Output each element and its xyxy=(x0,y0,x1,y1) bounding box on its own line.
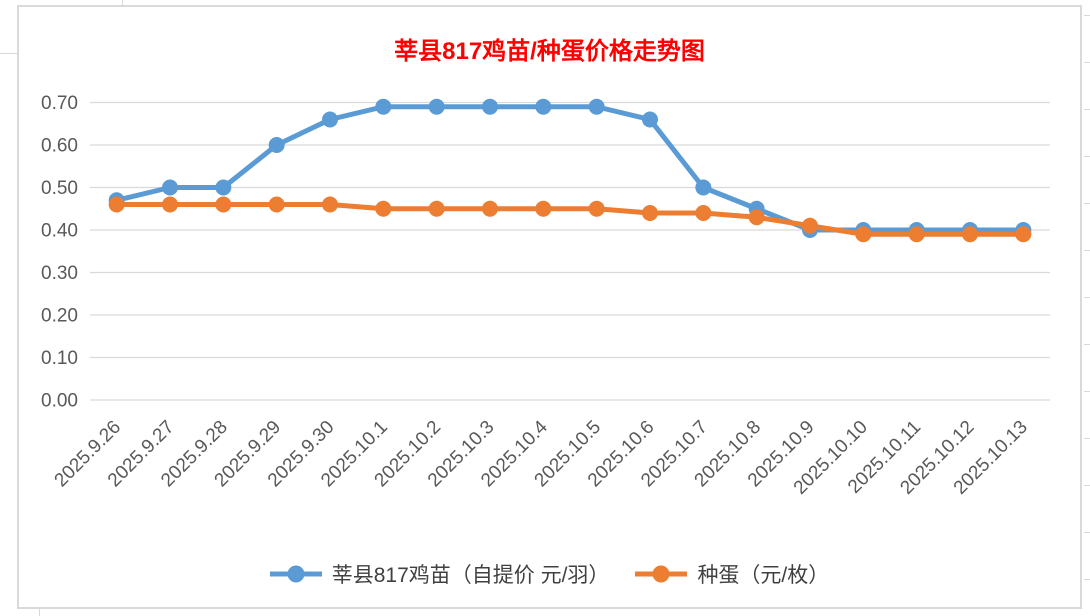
legend-marker-orange-line-icon xyxy=(635,565,688,583)
legend-marker-blue-line-icon xyxy=(269,565,322,583)
data-point-marker[interactable] xyxy=(482,200,498,217)
data-point-marker[interactable] xyxy=(428,200,445,217)
data-point-marker[interactable] xyxy=(748,209,765,226)
spreadsheet-gridline xyxy=(1084,391,1090,392)
data-point-marker[interactable] xyxy=(1015,226,1032,243)
data-point-marker[interactable] xyxy=(268,137,285,153)
chart-legend: 莘县817鸡苗（自提价 元/羽） 种蛋（元/枚） xyxy=(19,556,1080,592)
y-axis-tick-label: 0.20 xyxy=(41,306,78,327)
data-point-marker[interactable] xyxy=(482,98,498,115)
data-point-marker[interactable] xyxy=(375,98,392,115)
spreadsheet-gridline xyxy=(1084,62,1090,63)
data-point-marker[interactable] xyxy=(908,226,925,243)
spreadsheet-gridline xyxy=(1084,344,1090,345)
y-axis-tick-label: 0.30 xyxy=(41,263,78,284)
data-point-marker[interactable] xyxy=(535,200,552,217)
y-axis-tick-label: 0.10 xyxy=(41,348,78,369)
spreadsheet-gridline xyxy=(1084,250,1090,251)
chart-title: 莘县817鸡苗/种蛋价格走势图 xyxy=(394,38,705,65)
spreadsheet-gridline xyxy=(1084,15,1090,16)
y-axis-tick-label: 0.60 xyxy=(41,136,78,157)
spreadsheet-gridline xyxy=(122,0,123,5)
data-point-marker[interactable] xyxy=(428,98,445,115)
spreadsheet-gridline xyxy=(1084,438,1090,439)
data-point-marker[interactable] xyxy=(588,98,605,115)
y-axis-tick-label: 0.70 xyxy=(41,93,78,114)
data-point-marker[interactable] xyxy=(322,196,338,213)
spreadsheet-gridline xyxy=(1084,203,1090,204)
spreadsheet-gridline xyxy=(1084,485,1090,486)
data-point-marker[interactable] xyxy=(108,196,125,213)
data-point-marker[interactable] xyxy=(268,196,285,213)
y-axis-tick-label: 0.40 xyxy=(41,221,78,242)
spreadsheet-gridline xyxy=(1084,297,1090,298)
spreadsheet-gridline xyxy=(1084,109,1090,110)
series-line-1[interactable] xyxy=(114,202,1026,237)
spreadsheet-gridline xyxy=(1084,532,1090,533)
data-point-marker[interactable] xyxy=(588,200,605,217)
y-axis-tick-label: 0.00 xyxy=(41,391,78,412)
data-point-marker[interactable] xyxy=(215,196,232,213)
data-point-marker[interactable] xyxy=(215,179,232,196)
y-axis-tick-label: 0.50 xyxy=(41,178,78,199)
chart-plot-area: 0.000.100.200.300.400.500.600.702025.9.2… xyxy=(41,93,1050,499)
data-point-marker[interactable] xyxy=(535,98,552,115)
data-point-marker[interactable] xyxy=(962,226,978,243)
data-point-marker[interactable] xyxy=(322,111,338,128)
data-point-marker[interactable] xyxy=(695,179,712,196)
data-point-marker[interactable] xyxy=(162,179,178,196)
chart-container[interactable]: 莘县817鸡苗/种蛋价格走势图 0.00 0.10 0.20 0.30 0.40 0.50… xyxy=(17,5,1082,609)
legend-label-zhongdan: 种蛋（元/枚） xyxy=(697,564,830,587)
data-point-marker[interactable] xyxy=(162,196,178,213)
spreadsheet-gridline xyxy=(1084,579,1090,580)
spreadsheet-gridline xyxy=(0,53,17,54)
data-point-marker[interactable] xyxy=(375,200,392,217)
data-point-marker[interactable] xyxy=(855,226,872,243)
data-point-marker[interactable] xyxy=(642,111,658,128)
data-point-marker[interactable] xyxy=(642,205,658,221)
spreadsheet-gridline xyxy=(39,609,40,616)
legend-item-zhongdan[interactable]: 种蛋（元/枚） xyxy=(635,559,829,589)
legend-item-jimiao[interactable]: 莘县817鸡苗（自提价 元/羽） xyxy=(269,559,610,589)
series-line-0[interactable] xyxy=(114,104,1026,233)
legend-label-jimiao: 莘县817鸡苗（自提价 元/羽） xyxy=(331,564,610,587)
data-point-marker[interactable] xyxy=(802,217,818,234)
spreadsheet-gridline xyxy=(1084,156,1090,157)
data-point-marker[interactable] xyxy=(695,205,712,221)
